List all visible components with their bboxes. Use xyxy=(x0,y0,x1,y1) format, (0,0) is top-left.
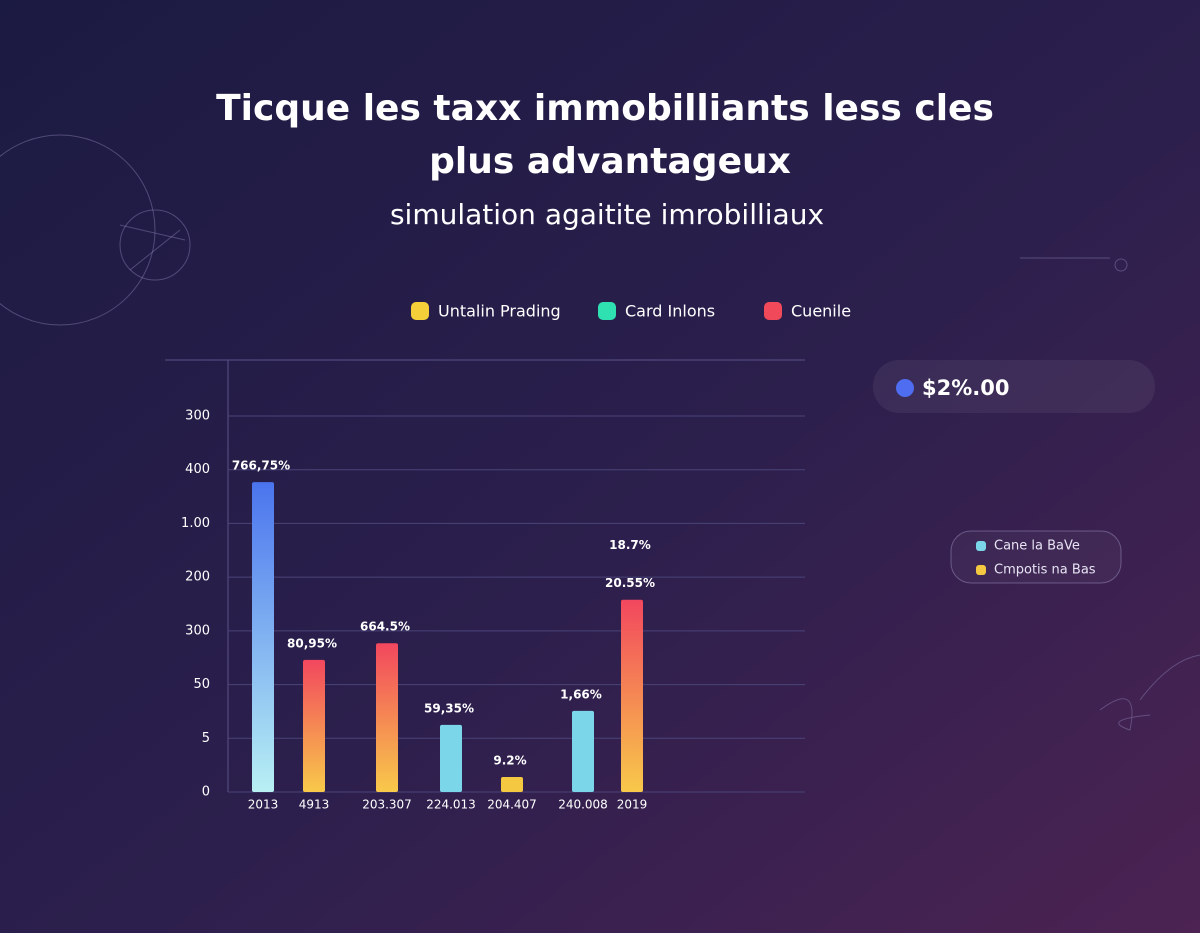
x-tick-label: 4913 xyxy=(299,798,330,812)
y-tick-label: 200 xyxy=(185,570,210,585)
bar-annotation: 766,75% xyxy=(232,459,290,473)
bar-annotation: 59,35% xyxy=(424,701,474,715)
y-tick-label: 50 xyxy=(193,677,210,692)
badge-text: $2%.00 xyxy=(922,376,1009,400)
x-tick-label: 240.008 xyxy=(558,798,608,812)
bar-annotation: 9.2% xyxy=(493,753,526,767)
bar xyxy=(303,659,325,792)
bar xyxy=(376,643,398,792)
x-tick-label: 2019 xyxy=(617,798,648,812)
x-tick-label: 2013 xyxy=(248,798,279,812)
bar-annotation: 20.55% xyxy=(605,576,655,590)
y-tick-label: 300 xyxy=(185,409,210,424)
decoration xyxy=(0,134,1200,731)
side-legend-swatch xyxy=(976,541,986,551)
y-tick-label: 5 xyxy=(202,731,210,746)
badge-dot xyxy=(896,379,914,397)
bar xyxy=(440,724,462,792)
x-tick-label: 203.307 xyxy=(362,798,412,812)
bar xyxy=(572,710,594,792)
chart-title: Ticque les taxx immobilliants less cles xyxy=(216,88,994,129)
bar xyxy=(252,482,274,792)
chart-subtitle: simulation agaitite imrobilliaux xyxy=(390,198,824,231)
side-legend-box xyxy=(950,530,1122,584)
x-tick-label: 224.013 xyxy=(426,798,476,812)
bar-annotation: 80,95% xyxy=(287,636,337,650)
bar xyxy=(501,776,523,792)
legend-label: Cuenile xyxy=(791,302,851,321)
y-tick-label: 300 xyxy=(185,623,210,638)
legend-label: Untalin Prading xyxy=(438,302,561,321)
bar-annotation: 1,66% xyxy=(560,687,602,701)
legend-label: Card Inlons xyxy=(625,302,715,321)
legend-swatch xyxy=(598,302,616,320)
bar-annotation: 664.5% xyxy=(360,620,410,634)
side-legend-label: Cane la BaVe xyxy=(994,539,1080,554)
chart-title: plus advantageux xyxy=(429,141,791,182)
x-tick-label: 204.407 xyxy=(487,798,537,812)
legend-swatch xyxy=(411,302,429,320)
y-tick-label: 0 xyxy=(202,785,210,800)
bar-annotation: 18.7% xyxy=(609,538,651,552)
bar xyxy=(621,599,643,792)
y-tick-label: 1.00 xyxy=(181,516,210,531)
y-tick-label: 400 xyxy=(185,462,210,477)
side-legend-swatch xyxy=(976,565,986,575)
legend-swatch xyxy=(764,302,782,320)
side-legend-label: Cmpotis na Bas xyxy=(994,563,1096,578)
badge-pill xyxy=(873,360,1155,413)
